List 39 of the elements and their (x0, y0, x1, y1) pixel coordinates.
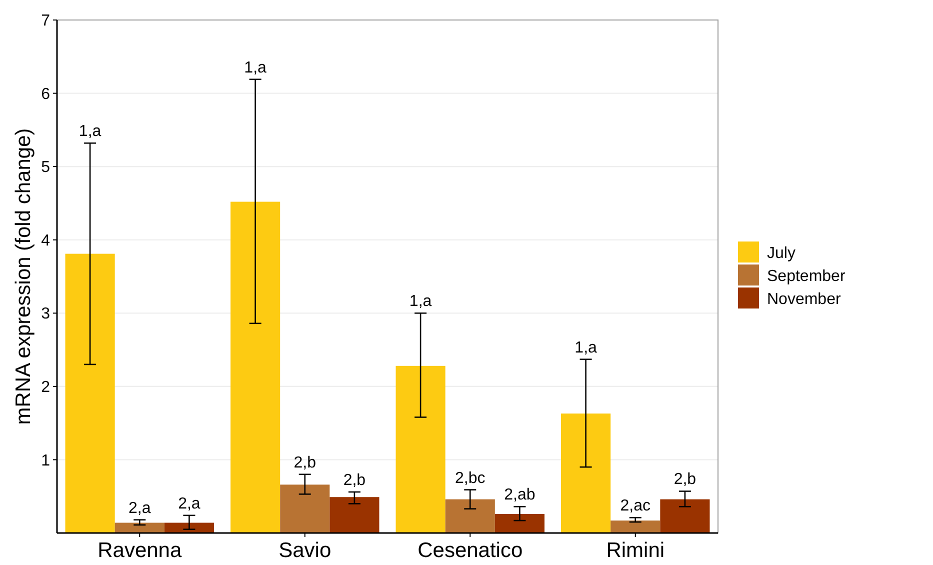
bar (610, 520, 660, 533)
y-tick-label: 2 (41, 379, 50, 396)
annotation: 2,a (128, 500, 151, 517)
annotation: 2,b (674, 471, 696, 488)
annotation: 1,a (409, 293, 432, 310)
y-tick-label: 4 (41, 232, 50, 250)
annotation: 1,a (574, 339, 598, 356)
bar (396, 366, 446, 533)
annotation: 1,a (244, 59, 267, 76)
annotation: 2,b (294, 454, 316, 472)
x-tick-label: Cesenatico (418, 539, 523, 562)
bar (330, 497, 380, 533)
y-tick-label: 6 (41, 86, 50, 103)
y-tick-label: 3 (41, 306, 50, 323)
legend-label: November (767, 291, 842, 308)
y-tick-label: 1 (41, 452, 50, 470)
bar (660, 499, 710, 533)
legend-label: July (767, 245, 796, 262)
bar (494, 514, 544, 533)
y-tick-label: 7 (41, 12, 50, 30)
legend-label: September (767, 268, 846, 286)
annotation: 1,a (78, 123, 102, 140)
bar (561, 414, 611, 533)
bar (230, 202, 280, 533)
bar (445, 499, 495, 533)
bar (114, 522, 164, 533)
annotation: 2,bc (455, 470, 486, 487)
x-tick-label: Savio (278, 539, 332, 562)
annotation: 2,b (343, 472, 366, 489)
y-tick-label: 5 (41, 159, 50, 176)
x-tick-label: Rimini (606, 539, 665, 562)
annotation: 2,ac (620, 498, 650, 515)
bar (65, 254, 115, 533)
bar (280, 484, 330, 533)
bar (164, 522, 214, 533)
annotation: 2,ab (504, 486, 536, 504)
annotation: 2,a (178, 495, 200, 512)
y-axis-title: mRNA expression (fold change) (12, 128, 35, 425)
x-tick-label: Ravenna (98, 539, 182, 562)
